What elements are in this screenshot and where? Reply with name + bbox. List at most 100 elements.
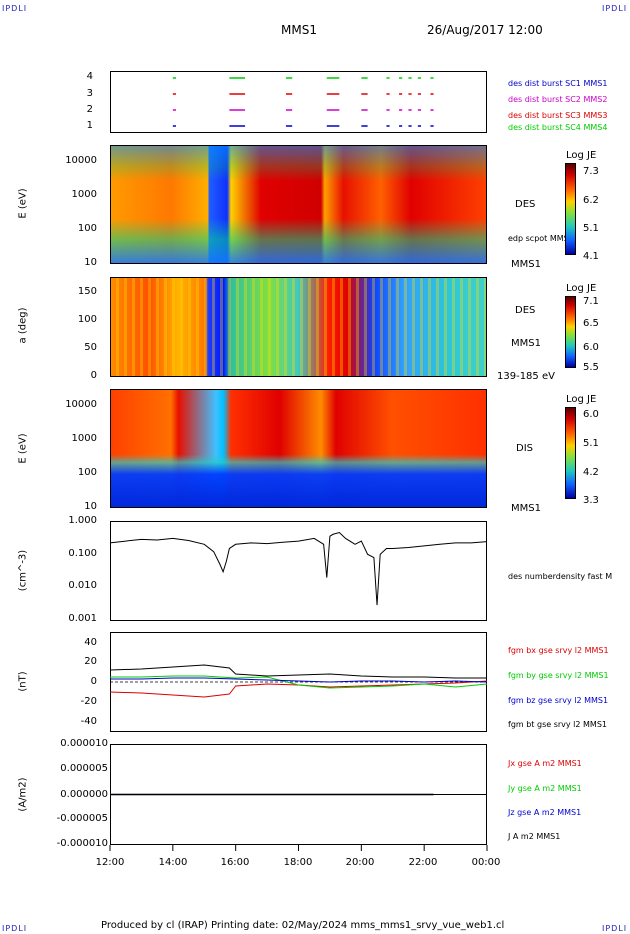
corner-mark-top-left: IPDLI (2, 4, 28, 13)
legend-jz: Jz gse A m2 MMS1 (508, 808, 582, 817)
colorbar2-tick-1: 7.1 (583, 296, 599, 307)
des-pitch-label: DES (515, 305, 536, 316)
colorbar3-tick-4: 3.3 (583, 495, 599, 506)
legend-by: fgm by gse srvy l2 MMS1 (508, 671, 609, 680)
colorbar1-tick-3: 5.1 (583, 223, 599, 234)
legend-bx: fgm bx gse srvy l2 MMS1 (508, 646, 609, 655)
datetime-title: 26/Aug/2017 12:00 (427, 23, 543, 37)
des-energy-label: DES (515, 199, 536, 210)
magnetic-ytick-20: 20 (84, 656, 97, 667)
xtick-2000: 20:00 (345, 857, 375, 868)
des-energy-heatmap (111, 146, 486, 263)
magnetic-ytick-0: 0 (90, 676, 97, 687)
xtick-2200: 22:00 (408, 857, 438, 868)
burst-ytick-4: 4 (86, 71, 93, 82)
burst-ytick-1: 1 (86, 120, 93, 131)
colorbar1-tick-1: 7.3 (583, 166, 599, 177)
density-panel (110, 521, 487, 621)
density-ytick-0.1: 0.100 (68, 548, 97, 559)
magnetic-line-3 (109, 664, 487, 679)
current-ytick-1e-5: 0.000010 (60, 738, 108, 749)
des-pitch-ytick-150: 150 (77, 286, 97, 297)
burst-panel (110, 71, 487, 133)
current-ylabel: (A/m2) (17, 777, 29, 812)
colorbar3-title: Log JE (566, 394, 597, 405)
magnetic-line-0 (109, 680, 488, 698)
legend-jy: Jy gse A m2 MMS1 (508, 784, 582, 793)
des-pitch-ytick-50: 50 (84, 342, 97, 353)
des-energy-sublabel: edp scpot MMS1 (508, 234, 574, 243)
xtick-1800: 18:00 (283, 857, 313, 868)
des-pitch-sublabel: MMS1 (511, 338, 541, 349)
magnetic-ylabel: (nT) (17, 671, 29, 692)
dis-energy-ytick-1000: 1000 (71, 433, 97, 444)
colorbar3 (565, 407, 576, 499)
density-ytick-1: 1.000 (68, 515, 97, 526)
colorbar1 (565, 163, 576, 255)
colorbar3-tick-2: 5.1 (583, 438, 599, 449)
density-ylabel: (cm^-3) (17, 549, 29, 592)
legend-burst-sc2: des dist burst SC2 MMS2 (508, 95, 608, 104)
des-pitch-unit-label: 139-185 eV (497, 371, 555, 382)
dis-energy-ylabel: E (eV) (17, 433, 29, 464)
dis-energy-heatmap (111, 390, 486, 507)
magnetic-ytick-40: 40 (84, 637, 97, 648)
spacecraft-title: MMS1 (281, 23, 317, 37)
des-energy-panel (110, 145, 487, 264)
density-line (109, 532, 488, 606)
des-pitch-heatmap (111, 278, 486, 376)
legend-bt: fgm bt gse srvy l2 MMS1 (508, 720, 607, 729)
dis-energy-unit-label: MMS1 (511, 503, 541, 514)
colorbar3-tick-1: 6.0 (583, 409, 599, 420)
corner-mark-bottom-right: IPDLI (602, 924, 628, 933)
colorbar1-title: Log JE (566, 150, 597, 161)
footer-text: Produced by cl (IRAP) Printing date: 02/… (101, 920, 505, 931)
legend-burst-sc1: des dist burst SC1 MMS1 (508, 79, 608, 88)
colorbar3-tick-3: 4.2 (583, 467, 599, 478)
current-ytick-5e-6: 0.000005 (60, 763, 108, 774)
colorbar2-tick-3: 6.0 (583, 342, 599, 353)
legend-burst-sc3: des dist burst SC3 MMS3 (508, 111, 608, 120)
des-energy-ytick-10000: 10000 (65, 155, 97, 166)
legend-bz: fgm bz gse srvy l2 MMS1 (508, 696, 609, 705)
legend-j: J A m2 MMS1 (508, 832, 561, 841)
des-energy-ytick-100: 100 (77, 223, 97, 234)
current-ytick-0: 0.000000 (60, 789, 108, 800)
colorbar2-tick-2: 6.5 (583, 318, 599, 329)
current-ytick-minus1e-5: -0.000010 (56, 838, 108, 849)
legend-burst-sc4: des dist burst SC4 MMS4 (508, 123, 608, 132)
corner-mark-top-right: IPDLI (602, 4, 628, 13)
xtick-1600: 16:00 (220, 857, 250, 868)
current-ytick-minus5e-6: -0.000005 (56, 813, 108, 824)
colorbar2-title: Log JE (566, 283, 597, 294)
density-ytick-0.01: 0.010 (68, 580, 97, 591)
colorbar1-tick-2: 6.2 (583, 195, 599, 206)
dis-energy-ytick-100: 100 (77, 467, 97, 478)
des-pitch-ytick-0: 0 (90, 370, 97, 381)
magnetic-ytick-minus40: -40 (80, 716, 97, 727)
des-pitch-ytick-100: 100 (77, 314, 97, 325)
magnetic-ytick-minus20: -20 (80, 696, 97, 707)
legend-jx: Jx gse A m2 MMS1 (508, 759, 582, 768)
density-legend: des numberdensity fast M (508, 572, 613, 581)
dis-energy-ytick-10: 10 (84, 501, 97, 512)
xtick-1400: 14:00 (158, 857, 188, 868)
dis-energy-panel (110, 389, 487, 508)
des-energy-ylabel: E (eV) (17, 188, 29, 219)
density-ytick-0.001: 0.001 (68, 613, 97, 624)
dis-energy-label: DIS (516, 443, 533, 454)
des-energy-ytick-1000: 1000 (71, 189, 97, 200)
colorbar2 (565, 296, 576, 368)
magnetic-line-2 (110, 677, 488, 683)
magnetic-line-1 (110, 675, 488, 689)
burst-ytick-2: 2 (86, 104, 93, 115)
des-energy-ytick-10: 10 (84, 257, 97, 268)
xtick-1200: 12:00 (95, 857, 125, 868)
colorbar2-tick-4: 5.5 (583, 362, 599, 373)
dis-energy-ytick-10000: 10000 (65, 399, 97, 410)
corner-mark-bottom-left: IPDLI (2, 924, 28, 933)
burst-ytick-3: 3 (86, 88, 93, 99)
colorbar1-tick-4: 4.1 (583, 251, 599, 262)
xtick-0000: 00:00 (471, 857, 501, 868)
